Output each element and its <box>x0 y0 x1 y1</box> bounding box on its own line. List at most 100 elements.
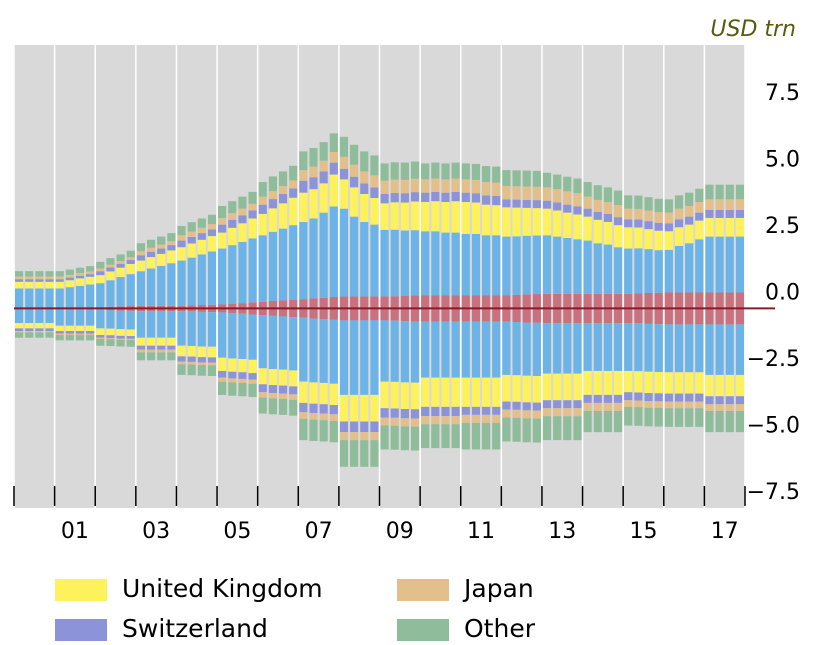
bar-segment <box>654 372 663 394</box>
x-tick-label: 15 <box>629 519 657 544</box>
bar-segment <box>228 371 237 379</box>
bar-segment <box>45 276 54 280</box>
bar-segment <box>695 239 704 293</box>
legend-swatch <box>55 579 107 601</box>
bar-segment <box>471 163 481 180</box>
bar-segment <box>238 303 247 309</box>
bar-segment <box>350 320 359 395</box>
bar-segment <box>126 336 135 339</box>
bar-segment <box>207 346 217 358</box>
bar-segment <box>75 278 85 286</box>
bar-segment <box>705 292 714 309</box>
bar-segment <box>136 251 145 256</box>
bar-segment <box>146 239 156 248</box>
bar-segment <box>563 408 572 417</box>
bar-segment <box>532 322 541 377</box>
bar-segment <box>96 337 105 340</box>
x-tick-label: 09 <box>386 519 414 544</box>
bar-segment <box>146 349 156 353</box>
bar-segment <box>563 293 572 309</box>
bar-segment <box>542 187 552 201</box>
bar-segment <box>410 382 420 410</box>
bar-segment <box>25 271 34 277</box>
bar-segment <box>715 404 724 411</box>
bar-segment <box>695 372 704 394</box>
bar-segment <box>461 377 470 407</box>
bar-segment <box>126 340 135 347</box>
bar-segment <box>512 199 521 208</box>
bar-segment <box>116 267 125 278</box>
bar-segment <box>370 440 379 467</box>
bar-segment <box>136 243 145 252</box>
bar-segment <box>96 268 105 272</box>
bar-segment <box>624 400 633 407</box>
bar-segment <box>25 288 34 308</box>
bar-segment <box>593 199 602 212</box>
bar-segment <box>299 317 308 382</box>
bar-segment <box>380 194 389 204</box>
bar-segment <box>674 292 684 309</box>
bar-segment <box>492 406 501 415</box>
bar-segment <box>624 248 633 294</box>
bar-segment <box>157 253 166 266</box>
bar-segment <box>268 191 277 200</box>
bar-segment <box>238 223 247 242</box>
bar-segment <box>258 368 267 385</box>
bar-segment <box>400 202 409 231</box>
bar-segment <box>593 370 602 395</box>
bar-segment <box>228 213 237 220</box>
bar-segment <box>685 243 694 293</box>
bar-segment <box>390 229 399 297</box>
bar-segment <box>725 217 734 237</box>
bar-segment <box>258 182 267 197</box>
bar-segment <box>35 309 44 324</box>
bar-segment <box>238 208 247 216</box>
legend-label: United Kingdom <box>122 574 323 603</box>
bar-segment <box>542 200 552 209</box>
bar-segment <box>654 292 663 309</box>
bar-segment <box>573 373 582 401</box>
bar-segment <box>695 324 704 373</box>
bar-segment <box>45 309 54 324</box>
bar-segment <box>664 223 673 232</box>
bar-segment <box>309 413 318 420</box>
bar-segment <box>410 295 420 309</box>
bar-segment <box>421 179 430 193</box>
bar-segment <box>339 168 349 180</box>
bar-segment <box>75 335 85 341</box>
bar-segment <box>431 178 440 192</box>
bar-segment <box>644 401 653 408</box>
bar-segment <box>157 352 166 361</box>
bar-segment <box>492 377 501 407</box>
bar-segment <box>136 311 145 338</box>
bar-segment <box>96 335 105 338</box>
bar-segment <box>664 324 673 373</box>
bar-segment <box>634 371 643 393</box>
bar-segment <box>674 324 684 373</box>
bar-segment <box>15 331 24 333</box>
bar-segment <box>400 230 409 296</box>
bar-segment <box>126 257 135 261</box>
bar-segment <box>634 407 643 426</box>
bar-segment <box>471 308 481 322</box>
bar-segment <box>573 308 582 324</box>
bar-segment <box>634 323 643 372</box>
bar-segment <box>207 362 217 366</box>
bar-segment <box>319 171 328 184</box>
bar-segment <box>573 323 582 374</box>
bar-segment <box>146 311 156 338</box>
bar-segment <box>542 416 552 441</box>
bar-segment <box>471 377 481 407</box>
bar-segment <box>715 184 724 200</box>
bar-segment <box>685 408 694 427</box>
bar-segment <box>563 308 572 324</box>
bar-segment <box>289 188 298 198</box>
bar-segment <box>644 407 653 427</box>
bar-segment <box>157 248 166 254</box>
bar-segment <box>146 257 156 269</box>
bar-segment <box>309 298 318 309</box>
bar-segment <box>238 382 247 397</box>
bar-segment <box>55 279 64 282</box>
bar-segment <box>705 374 714 397</box>
bar-segment <box>278 194 288 204</box>
